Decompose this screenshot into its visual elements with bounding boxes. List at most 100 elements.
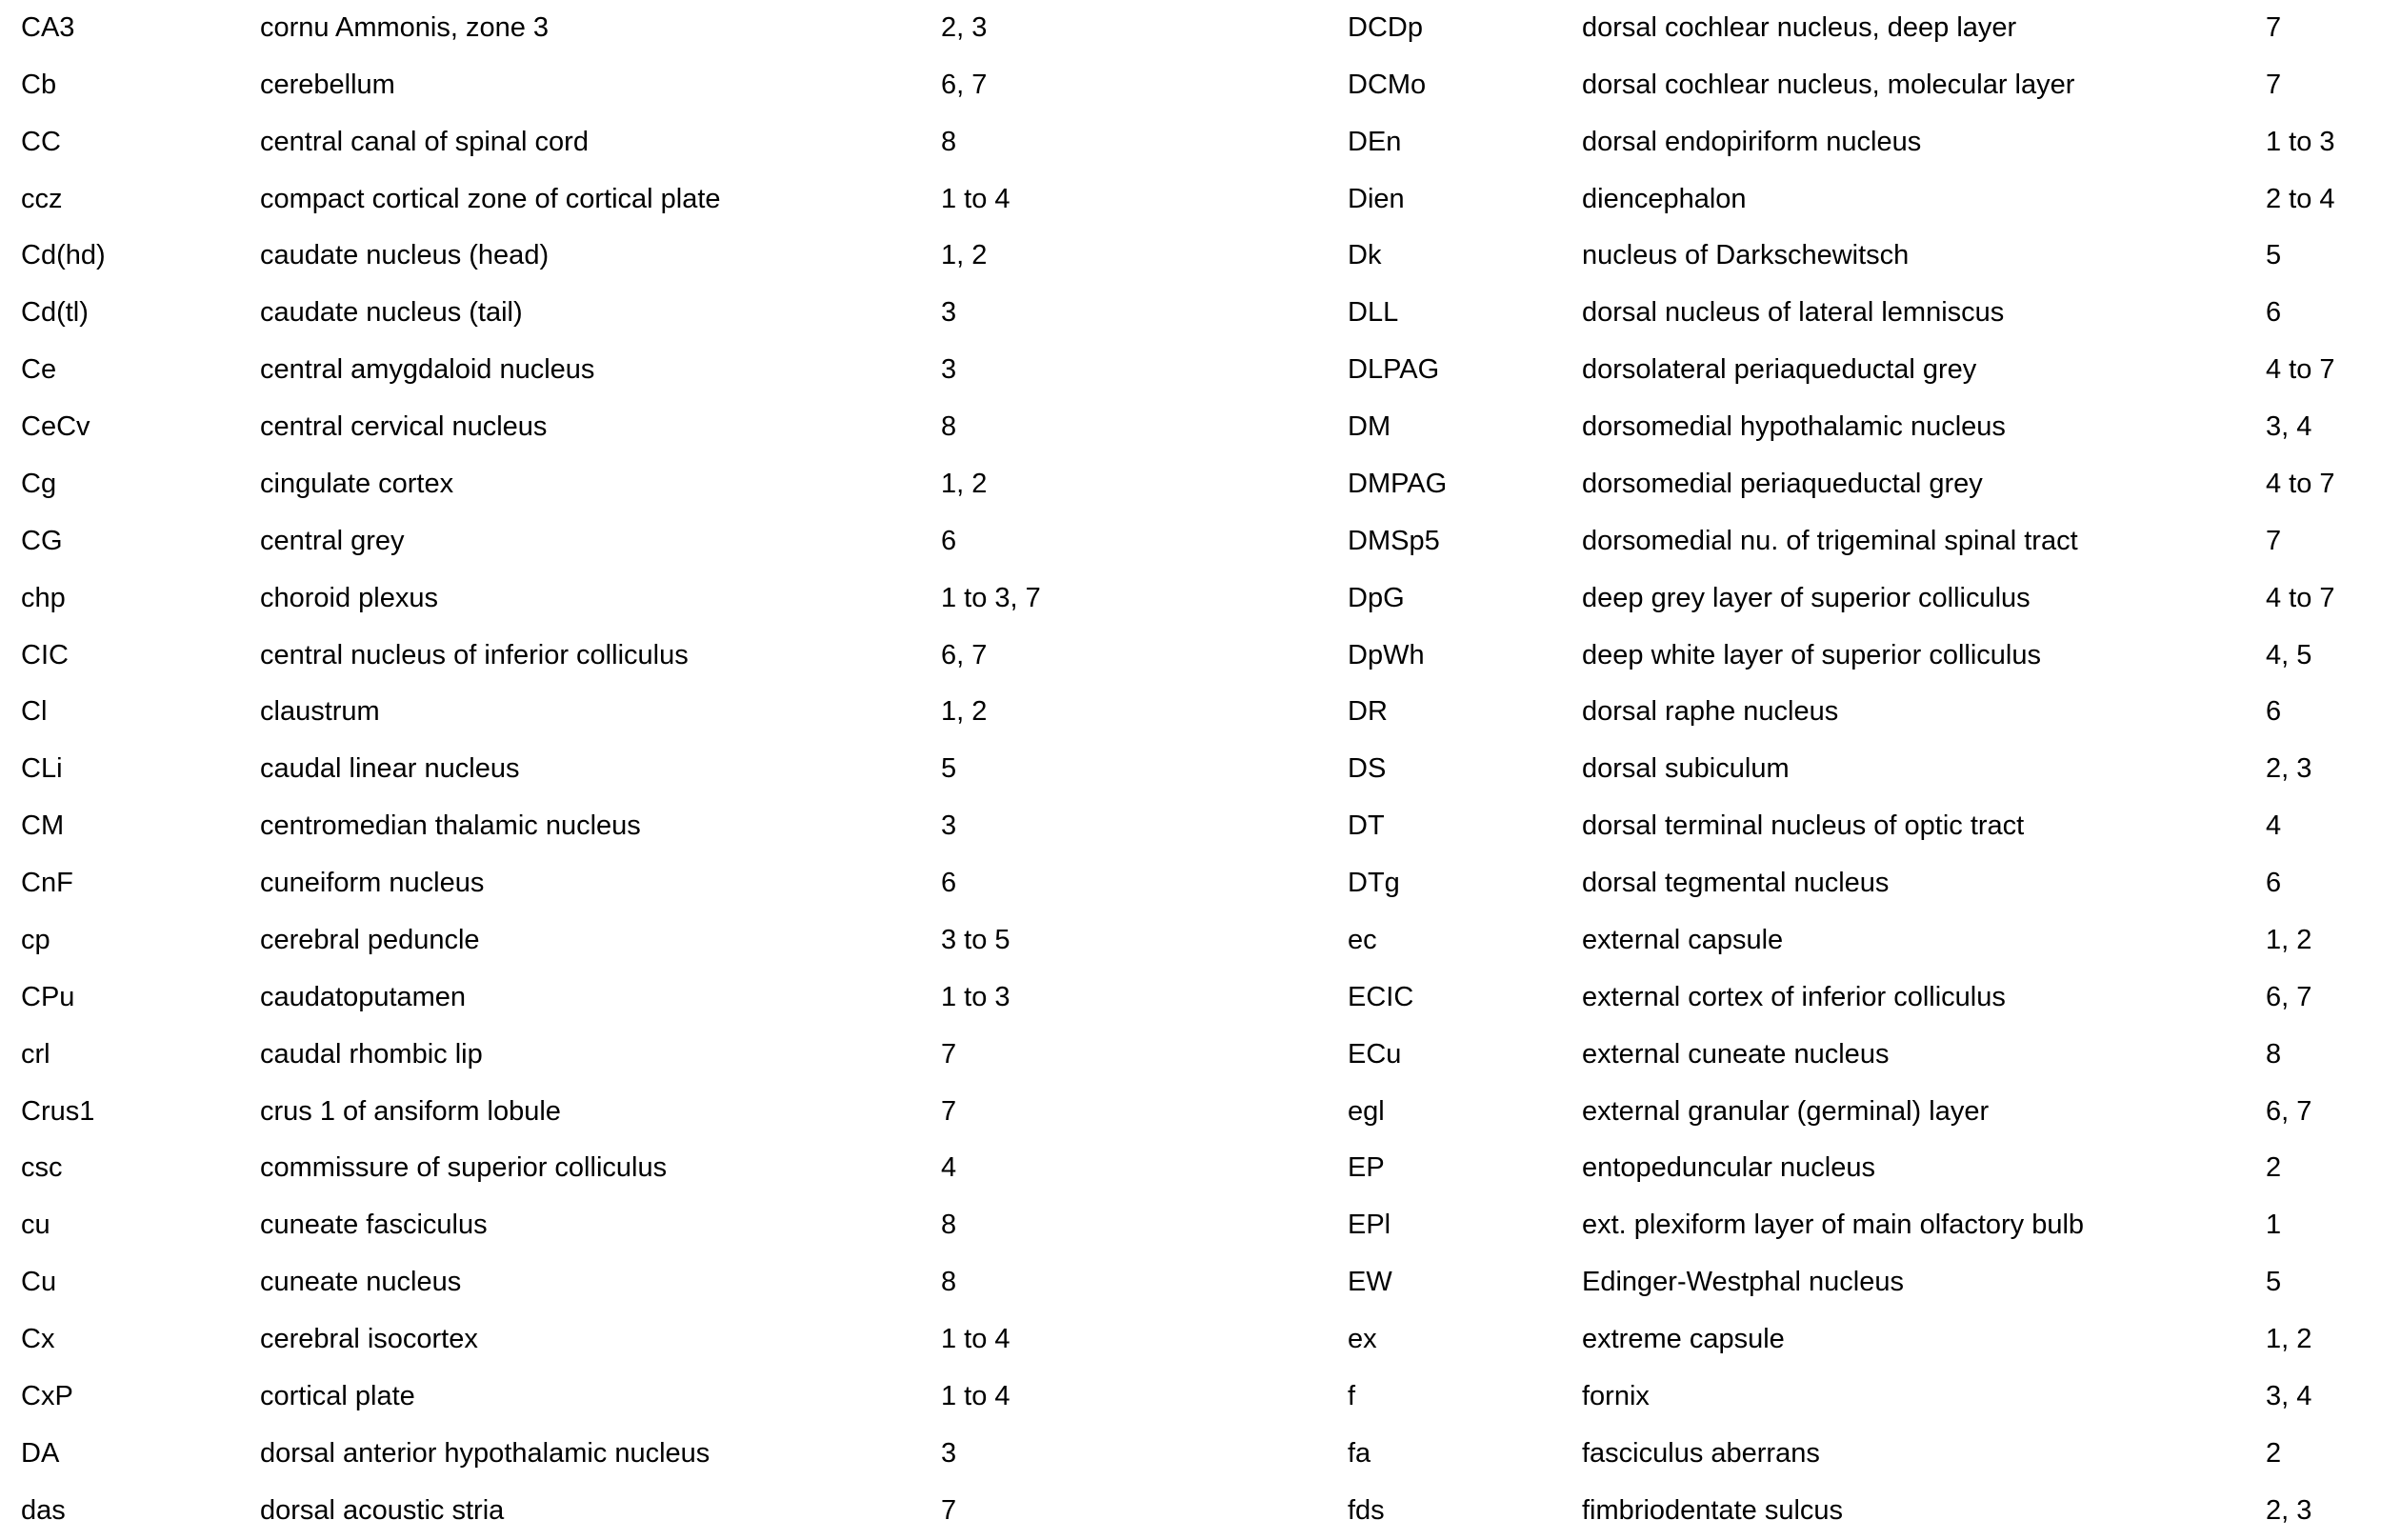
plate-numbers-cell: 3 to 5: [941, 925, 1010, 955]
structure-name-cell: commissure of superior colliculus: [260, 1153, 668, 1184]
abbreviation-row: ex extreme capsule 1, 2: [1348, 1311, 2381, 1369]
abbreviation-cell: Ce: [21, 355, 57, 386]
abbreviation-cell: DMPAG: [1348, 469, 1448, 499]
plate-numbers-cell: 7: [2266, 12, 2282, 43]
structure-name-cell: cerebral peduncle: [260, 925, 480, 955]
abbreviation-cell: DTg: [1348, 869, 1400, 899]
abbreviation-row: Ce central amygdaloid nucleus 3: [21, 342, 1327, 399]
abbreviation-cell: DT: [1348, 811, 1385, 842]
plate-numbers-cell: 7: [2266, 526, 2282, 556]
abbreviation-row: DM dorsomedial hypothalamic nucleus 3, 4: [1348, 399, 2381, 456]
plate-numbers-cell: 1 to 3, 7: [941, 583, 1041, 613]
abbreviation-cell: Cu: [21, 1268, 57, 1298]
abbreviation-row: CA3 cornu Ammonis, zone 3 2, 3: [21, 0, 1327, 57]
abbreviation-row: Dk nucleus of Darkschewitsch 5: [1348, 229, 2381, 286]
abbreviation-row: CLi caudal linear nucleus 5: [21, 741, 1327, 798]
plate-numbers-cell: 8: [941, 1210, 957, 1241]
abbreviation-row: DCMo dorsal cochlear nucleus, molecular l…: [1348, 57, 2381, 114]
abbreviation-row: egl external granular (germinal) layer 6, …: [1348, 1084, 2381, 1141]
abbreviation-row: chp choroid plexus 1 to 3, 7: [21, 570, 1327, 628]
abbreviation-cell: f: [1348, 1381, 1356, 1411]
plate-numbers-cell: 3, 4: [2266, 1381, 2312, 1411]
structure-name-cell: central canal of spinal cord: [260, 127, 589, 157]
abbreviation-row: DLPAG dorsolateral periaqueductal grey 4 t…: [1348, 342, 2381, 399]
plate-numbers-cell: 6: [941, 526, 957, 556]
abbreviation-row: EPl ext. plexiform layer of main olfactor…: [1348, 1197, 2381, 1254]
plate-numbers-cell: 2 to 4: [2266, 184, 2335, 214]
abbreviation-cell: chp: [21, 583, 66, 613]
abbreviation-cell: CIC: [21, 640, 69, 670]
abbreviation-cell: DCMo: [1348, 70, 1427, 100]
abbreviation-cell: DCDp: [1348, 12, 1423, 43]
structure-name-cell: dorsal tegmental nucleus: [1582, 869, 1890, 899]
structure-name-cell: cerebral isocortex: [260, 1325, 478, 1355]
abbreviation-row: Cx cerebral isocortex 1 to 4: [21, 1311, 1327, 1369]
structure-name-cell: central grey: [260, 526, 405, 556]
abbreviation-cell: DS: [1348, 754, 1387, 785]
abbreviation-cell: ECIC: [1348, 982, 1414, 1012]
plate-numbers-cell: 1, 2: [2266, 1325, 2312, 1355]
abbreviation-cell: ec: [1348, 925, 1377, 955]
structure-name-cell: external cortex of inferior colliculus: [1582, 982, 2006, 1012]
structure-name-cell: dorsal acoustic stria: [260, 1495, 505, 1526]
abbreviation-cell: CA3: [21, 12, 75, 43]
structure-name-cell: dorsomedial hypothalamic nucleus: [1582, 412, 2006, 443]
plate-numbers-cell: 2, 3: [2266, 1495, 2312, 1526]
plate-numbers-cell: 4: [2266, 811, 2282, 842]
structure-name-cell: cortical plate: [260, 1381, 415, 1411]
abbreviation-row: EW Edinger-Westphal nucleus 5: [1348, 1254, 2381, 1311]
plate-numbers-cell: 1 to 3: [941, 982, 1010, 1012]
abbreviation-row: crl caudal rhombic lip 7: [21, 1027, 1327, 1084]
structure-name-cell: external granular (germinal) layer: [1582, 1096, 1990, 1127]
abbrev-column-left: CA3 cornu Ammonis, zone 3 2, 3 Cb cerebellum…: [21, 0, 1327, 1540]
abbreviation-row: CG central grey 6: [21, 513, 1327, 570]
plate-numbers-cell: 6: [2266, 298, 2282, 329]
abbreviation-cell: Cd(hd): [21, 241, 106, 271]
abbreviation-cell: EPl: [1348, 1210, 1391, 1241]
abbreviation-row: Dien diencephalon 2 to 4: [1348, 171, 2381, 229]
plate-numbers-cell: 4, 5: [2266, 640, 2312, 670]
plate-numbers-cell: 1 to 3: [2266, 127, 2335, 157]
abbreviation-cell: egl: [1348, 1096, 1385, 1127]
structure-name-cell: central cervical nucleus: [260, 412, 548, 443]
plate-numbers-cell: 1 to 4: [941, 1325, 1010, 1355]
plate-numbers-cell: 6, 7: [2266, 982, 2312, 1012]
structure-name-cell: crus 1 of ansiform lobule: [260, 1096, 561, 1127]
structure-name-cell: deep grey layer of superior colliculus: [1582, 583, 2031, 613]
abbreviation-cell: CeCv: [21, 412, 90, 443]
abbreviation-cell: cu: [21, 1210, 50, 1241]
structure-name-cell: dorsal nucleus of lateral lemniscus: [1582, 298, 2005, 329]
abbreviation-row: f fornix 3, 4: [1348, 1369, 2381, 1426]
plate-numbers-cell: 6: [2266, 697, 2282, 728]
plate-numbers-cell: 6: [2266, 869, 2282, 899]
plate-numbers-cell: 6, 7: [941, 70, 988, 100]
abbreviation-row: DCDp dorsal cochlear nucleus, deep layer 7: [1348, 0, 2381, 57]
abbreviation-cell: Cb: [21, 70, 57, 100]
abbreviation-row: DpWh deep white layer of superior collicu…: [1348, 628, 2381, 685]
plate-numbers-cell: 5: [2266, 241, 2282, 271]
abbreviation-row: DEn dorsal endopiriform nucleus 1 to 3: [1348, 114, 2381, 171]
plate-numbers-cell: 6, 7: [941, 640, 988, 670]
structure-name-cell: claustrum: [260, 697, 380, 728]
structure-name-cell: fasciculus aberrans: [1582, 1438, 1820, 1469]
structure-name-cell: fimbriodentate sulcus: [1582, 1495, 1844, 1526]
abbreviation-row: DLL dorsal nucleus of lateral lemniscus 6: [1348, 285, 2381, 342]
abbreviation-row: csc commissure of superior colliculus 4: [21, 1141, 1327, 1198]
abbreviation-row: cu cuneate fasciculus 8: [21, 1197, 1327, 1254]
abbreviation-cell: Cd(tl): [21, 298, 89, 329]
abbreviation-row: DA dorsal anterior hypothalamic nucleus 3: [21, 1426, 1327, 1483]
abbreviation-cell: CM: [21, 811, 65, 842]
plate-numbers-cell: 8: [2266, 1039, 2282, 1070]
abbreviation-row: Cb cerebellum 6, 7: [21, 57, 1327, 114]
plate-numbers-cell: 4 to 7: [2266, 469, 2335, 499]
abbreviation-cell: CC: [21, 127, 61, 157]
abbreviation-cell: cp: [21, 925, 50, 955]
abbreviation-cell: EP: [1348, 1153, 1385, 1184]
abbreviation-cell: DpWh: [1348, 640, 1425, 670]
abbreviation-row: DpG deep grey layer of superior colliculu…: [1348, 570, 2381, 628]
structure-name-cell: dorsal anterior hypothalamic nucleus: [260, 1438, 710, 1469]
structure-name-cell: cuneate fasciculus: [260, 1210, 488, 1241]
abbreviation-row: CxP cortical plate 1 to 4: [21, 1369, 1327, 1426]
plate-numbers-cell: 3: [941, 298, 957, 329]
